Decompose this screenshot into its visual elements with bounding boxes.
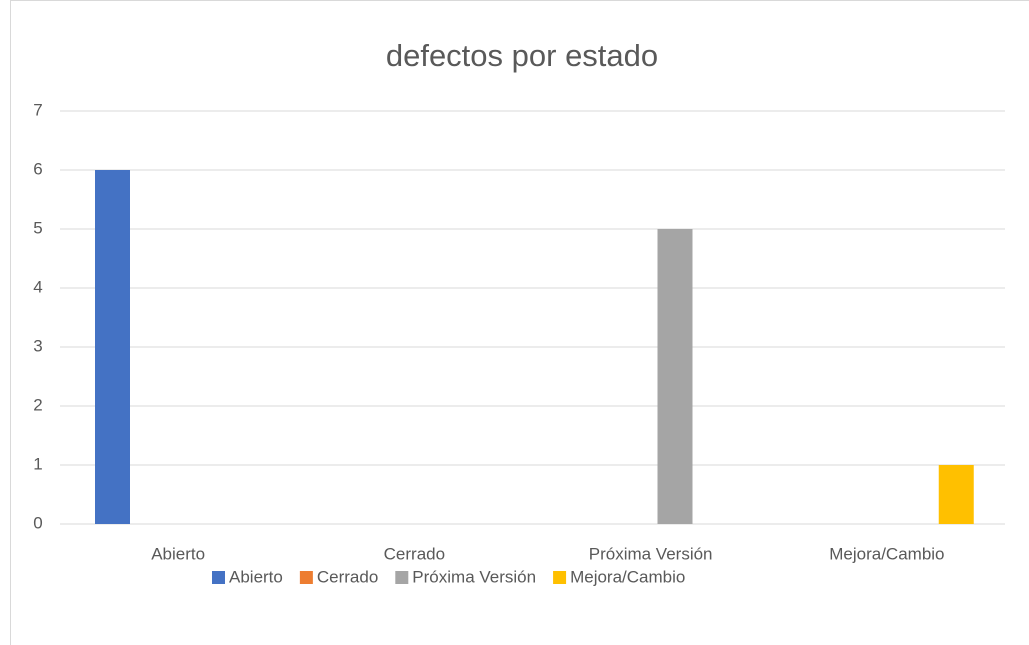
y-tick-label: 2 — [33, 395, 42, 414]
y-tick-label: 6 — [33, 159, 42, 178]
legend-swatch — [212, 571, 225, 584]
legend-swatch — [553, 571, 567, 584]
chart-border — [10, 0, 1029, 645]
legend-label: Abierto — [229, 567, 283, 586]
bar — [657, 229, 693, 524]
bar — [938, 465, 974, 524]
chart-title: defectos por estado — [386, 38, 658, 73]
legend-label: Cerrado — [317, 567, 378, 586]
y-tick-label: 5 — [33, 218, 42, 237]
y-tick-label: 1 — [33, 454, 42, 473]
legend-label: Próxima Versión — [412, 567, 536, 586]
x-tick-label: Próxima Versión — [589, 544, 713, 563]
y-tick-label: 0 — [33, 513, 42, 532]
legend-swatch — [299, 571, 313, 584]
y-tick-label: 4 — [33, 277, 42, 296]
legend-label: Mejora/Cambio — [570, 567, 685, 586]
legend-swatch — [395, 571, 409, 584]
x-tick-label: Cerrado — [384, 544, 445, 563]
y-tick-label: 3 — [33, 336, 42, 355]
x-tick-label: Abierto — [151, 544, 205, 563]
bar — [95, 170, 130, 524]
y-tick-label: 7 — [33, 100, 42, 119]
x-tick-label: Mejora/Cambio — [829, 544, 944, 563]
